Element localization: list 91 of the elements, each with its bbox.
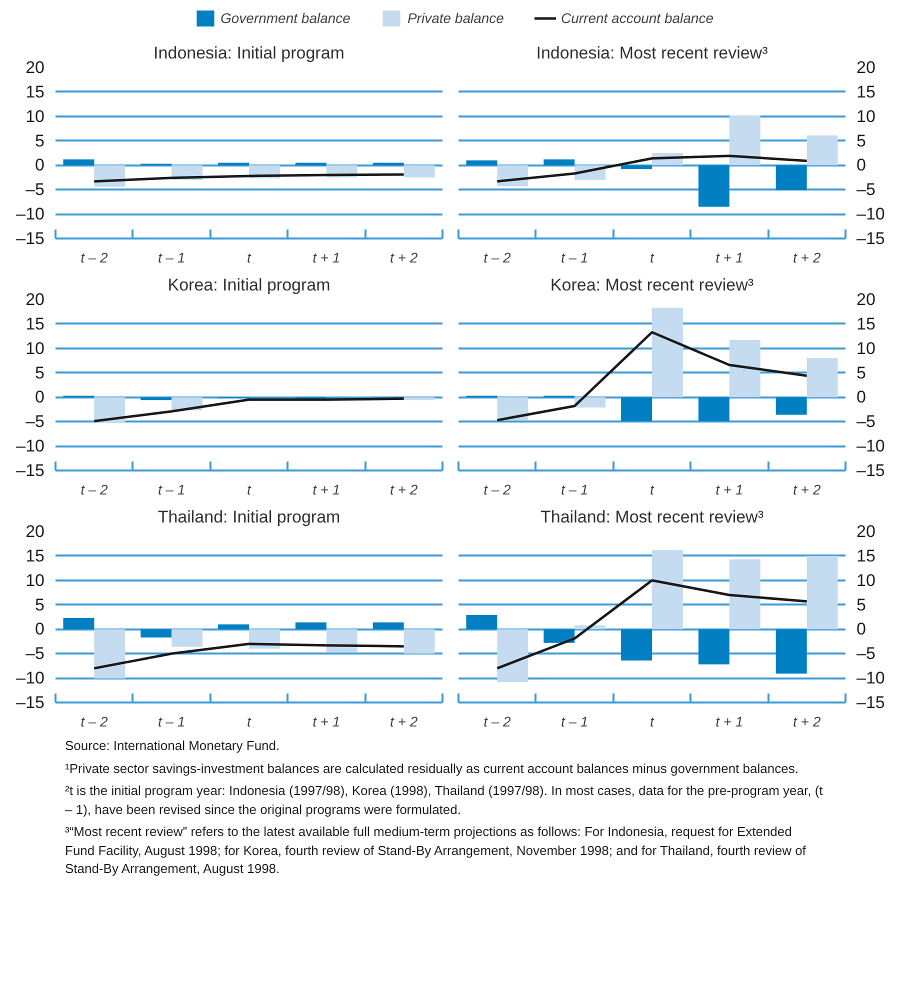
y-tick-label: –5 [856,412,876,432]
x-tick-label: t – 1 [560,250,588,266]
x-tick-label: t + 1 [312,250,340,266]
y-tick-label: 10 [26,570,45,590]
y-tick-label: 10 [856,106,876,126]
y-tick-label: –10 [856,668,885,688]
chart-title: Indonesia: Initial program [154,44,344,62]
x-tick-label: t [650,714,656,730]
x-tick-label: t [650,482,656,498]
x-tick-label: t – 2 [484,250,512,266]
y-tick-label: –15 [856,461,885,480]
y-tick-label: 5 [35,131,45,150]
y-tick-label: 0 [856,620,866,639]
y-tick-label: 5 [35,595,45,614]
chart-title: Thailand: Initial program [158,508,340,526]
y-tick-label: 15 [856,82,876,102]
x-tick-label: t – 1 [158,482,186,498]
x-tick-label: t + 2 [390,482,418,498]
y-tick-label: 20 [856,522,876,541]
y-tick-label: –15 [16,229,45,248]
x-tick-label: t – 1 [158,714,186,730]
chart-title: Korea: Most recent review³ [550,276,754,294]
x-tick-label: t + 1 [716,250,744,266]
y-tick-label: –10 [856,436,885,456]
x-tick-label: t + 2 [390,714,418,730]
x-tick-label: t [247,482,252,498]
y-tick-label: 10 [856,338,876,358]
x-tick-label: t – 1 [560,714,588,730]
text: ²t is the initial program year: Indonesia (1997/98), Korea (1998), Thailand (1997/98). In most cases, data for the pre-program year, (t – 1), have been revised since the original programs were formulated. [65,782,824,819]
chart-title: Korea: Initial program [168,276,330,294]
x-tick-label: t + 1 [312,482,340,498]
y-tick-label: 0 [35,156,45,175]
y-tick-label: –5 [856,180,876,200]
y-tick-label: 20 [856,290,876,309]
y-tick-label: –15 [16,693,45,712]
legend-label: Government balance [220,10,350,26]
x-tick-label: t – 2 [80,482,108,498]
y-tick-label: 0 [856,388,866,407]
x-tick-label: t [650,250,656,266]
y-tick-label: 10 [26,106,45,126]
chart-title: Thailand: Most recent review³ [540,508,764,526]
y-tick-label: –10 [856,204,885,224]
y-tick-label: 10 [26,338,45,358]
y-tick-label: 5 [856,131,866,150]
x-tick-label: t – 2 [484,482,512,498]
x-tick-label: t + 2 [792,250,821,266]
x-tick-label: t – 1 [560,482,588,498]
y-tick-label: 20 [26,290,45,309]
y-tick-label: –10 [16,436,45,456]
y-tick-label: –15 [856,229,885,248]
y-tick-label: 15 [26,82,45,102]
x-tick-label: t – 2 [80,250,108,266]
y-tick-label: 20 [26,58,45,77]
y-tick-label: –10 [16,204,45,224]
x-tick-label: t + 1 [312,714,340,730]
x-tick-label: t [247,250,252,266]
y-tick-label: 20 [26,522,45,541]
y-tick-label: 15 [26,546,45,566]
y-tick-label: 0 [35,388,45,407]
y-tick-label: –15 [856,693,885,712]
y-tick-label: 15 [856,314,876,334]
y-tick-label: 5 [35,363,45,382]
x-tick-label: t [247,714,252,730]
y-tick-label: –5 [856,644,876,664]
y-tick-label: –5 [26,412,45,432]
y-tick-label: 5 [856,595,866,614]
x-tick-label: t – 1 [158,250,186,266]
text: ³“Most recent review” refers to the latest available full medium-term projections as follows: For Indonesia, request for Extended Fund Facility, August 1998; for Korea, fourth review of Stand-By Arrangement, November 1998; and for Thailand, fourth review of Stand-By Arrangement, August 1998. [65,823,807,878]
x-tick-label: t + 1 [716,714,744,730]
y-tick-label: –5 [26,180,45,200]
y-tick-label: 15 [856,546,876,566]
y-tick-label: 10 [856,570,876,590]
x-tick-label: t + 1 [716,482,744,498]
y-tick-label: –15 [16,461,45,480]
y-tick-label: 5 [856,363,866,382]
y-tick-label: –5 [26,644,45,664]
y-tick-label: 20 [856,58,876,77]
legend-label: Private balance [407,10,504,26]
y-tick-label: 0 [35,620,45,639]
source-note: Source: International Monetary Fund. [65,737,281,755]
x-tick-label: t – 2 [484,714,512,730]
x-tick-label: t – 2 [80,714,108,730]
text: ¹Private sector savings-investment balances are calculated residually as current account balances minus government balances. [65,760,800,778]
y-tick-label: 0 [856,156,866,175]
y-tick-label: 15 [26,314,45,334]
x-tick-label: t + 2 [792,714,821,730]
legend-label: Current account balance [560,10,714,26]
x-tick-label: t + 2 [792,482,821,498]
y-tick-label: –10 [16,668,45,688]
x-tick-label: t + 2 [390,250,418,266]
chart-title: Indonesia: Most recent review³ [536,44,768,62]
